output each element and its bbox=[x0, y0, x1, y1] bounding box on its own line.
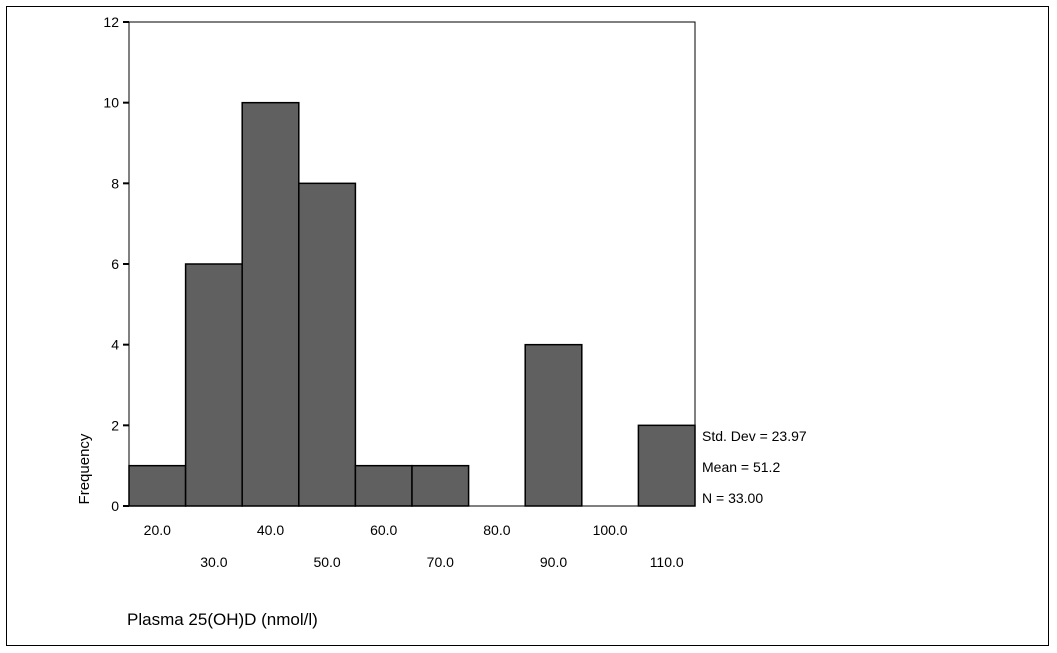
y-tick-label: 8 bbox=[111, 175, 119, 191]
x-tick-label: 60.0 bbox=[370, 522, 397, 538]
x-axis-label: Plasma 25(OH)D (nmol/l) bbox=[127, 610, 318, 629]
x-tick-label: 110.0 bbox=[650, 554, 684, 570]
x-tick-label: 50.0 bbox=[313, 554, 340, 570]
y-tick-label: 6 bbox=[111, 256, 119, 272]
x-axis: 20.0 30.0 40.0 50.0 60.0 70.0 80.0 90.0 100.0 110… bbox=[144, 522, 684, 570]
bar-20.0 bbox=[128, 464, 187, 507]
histogram-chart: 0 2 4 6 8 10 12 20.0 30.0 40.0 50.0 60.0 70.0 80.0 90… bbox=[76, 14, 807, 629]
x-tick-label: 30.0 bbox=[200, 554, 227, 570]
bars-group bbox=[128, 101, 696, 507]
bar-70.0 bbox=[411, 464, 470, 507]
y-tick-label: 10 bbox=[103, 95, 119, 111]
bar-90.0 bbox=[524, 343, 583, 507]
x-tick-label: 20.0 bbox=[144, 522, 171, 538]
bar-50.0 bbox=[298, 182, 357, 507]
figure-frame: 0 2 4 6 8 10 12 20.0 30.0 40.0 50.0 60.0 70.0 80.0 90… bbox=[6, 6, 1049, 646]
x-tick-label: 90.0 bbox=[540, 554, 567, 570]
x-tick-label: 70.0 bbox=[427, 554, 454, 570]
stats-line: N = 33.00 bbox=[702, 490, 763, 506]
y-tick-label: 0 bbox=[111, 498, 119, 514]
y-tick-label: 4 bbox=[111, 337, 119, 353]
bar-30.0 bbox=[184, 263, 243, 507]
y-axis: 0 2 4 6 8 10 12 bbox=[103, 14, 129, 514]
bar-110.0 bbox=[637, 424, 696, 507]
x-tick-label: 80.0 bbox=[483, 522, 510, 538]
y-tick-label: 12 bbox=[103, 14, 119, 30]
stats-legend: Std. Dev = 23.97 Mean = 51.2 N = 33.00 bbox=[702, 428, 807, 506]
bar-60.0 bbox=[354, 464, 413, 507]
y-axis-label: Frequency bbox=[76, 433, 93, 504]
x-tick-label: 100.0 bbox=[593, 522, 628, 538]
y-tick-label: 2 bbox=[111, 417, 119, 433]
bar-40.0 bbox=[241, 101, 300, 507]
x-tick-label: 40.0 bbox=[257, 522, 284, 538]
stats-line: Mean = 51.2 bbox=[702, 459, 780, 475]
stats-line: Std. Dev = 23.97 bbox=[702, 428, 807, 444]
